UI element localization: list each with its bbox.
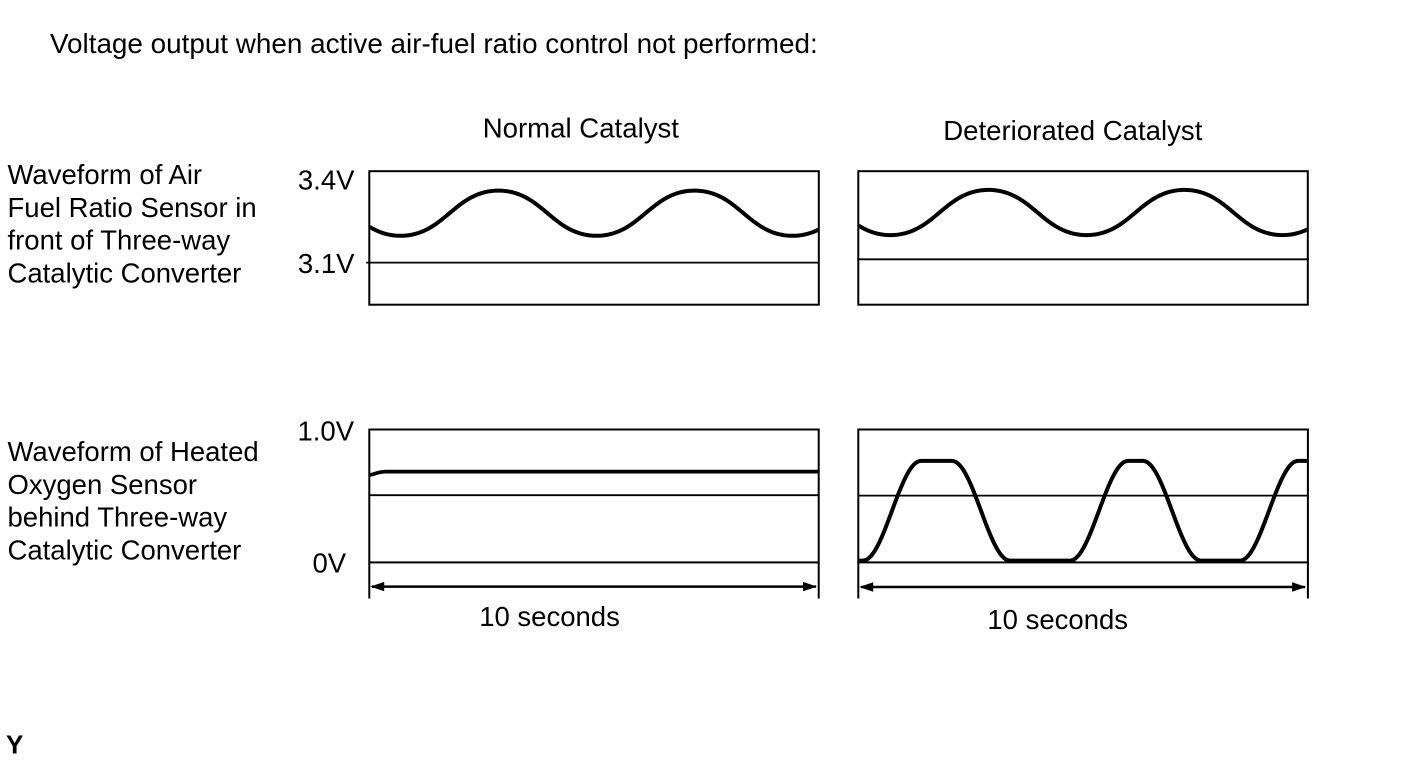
svg-text:Voltage output when active air: Voltage output when active air-fuel rati… <box>50 28 818 59</box>
svg-text:Waveform of Air: Waveform of Air <box>8 159 203 190</box>
svg-text:Catalytic Converter: Catalytic Converter <box>8 258 242 289</box>
svg-text:Oxygen Sensor: Oxygen Sensor <box>8 469 198 500</box>
svg-text:10 seconds: 10 seconds <box>479 601 620 632</box>
svg-text:Fuel Ratio Sensor in: Fuel Ratio Sensor in <box>8 192 257 223</box>
svg-text:Normal Catalyst: Normal Catalyst <box>483 113 680 144</box>
svg-text:Y: Y <box>6 729 23 759</box>
svg-text:1.0V: 1.0V <box>298 415 355 446</box>
svg-text:Catalytic Converter: Catalytic Converter <box>8 534 242 565</box>
svg-text:Deteriorated Catalyst: Deteriorated Catalyst <box>943 115 1203 146</box>
svg-text:3.1V: 3.1V <box>298 248 355 279</box>
svg-text:0V: 0V <box>313 548 347 579</box>
svg-text:behind Three-way: behind Three-way <box>8 502 228 533</box>
svg-text:10 seconds: 10 seconds <box>987 604 1128 635</box>
svg-text:Waveform of Heated: Waveform of Heated <box>8 436 259 467</box>
svg-text:front of Three-way: front of Three-way <box>8 225 231 256</box>
svg-text:3.4V: 3.4V <box>298 165 355 196</box>
